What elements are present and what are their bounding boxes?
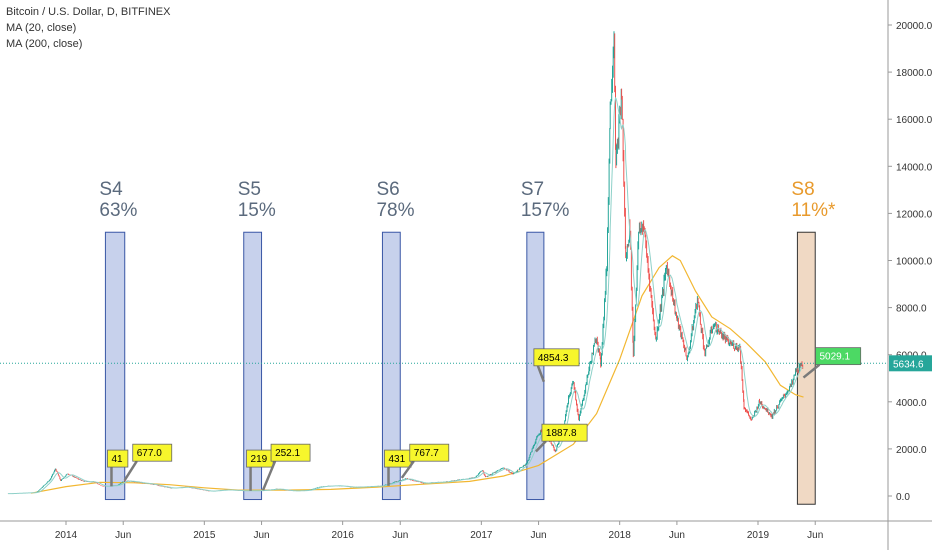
callout-s6-2: 767.7 bbox=[400, 443, 450, 479]
season-pct-s5: 15% bbox=[238, 200, 276, 221]
ma200-line bbox=[30, 255, 804, 494]
season-label-s6: S6 bbox=[376, 179, 399, 200]
y-tick-label: 4000.0 bbox=[896, 398, 927, 409]
season-box-s8 bbox=[796, 231, 816, 505]
y-tick-label: 2000.0 bbox=[896, 445, 927, 456]
callout-label: 252.1 bbox=[275, 448, 300, 459]
price-series bbox=[7, 31, 804, 494]
callout-label: 677.0 bbox=[137, 448, 162, 459]
ma20-line bbox=[8, 96, 803, 495]
callout-pointer bbox=[400, 460, 415, 479]
current-price-label: 5634.6 bbox=[893, 359, 924, 370]
callout-box bbox=[270, 443, 311, 462]
x-tick-label: Jun bbox=[253, 530, 269, 541]
x-tick-label: 2017 bbox=[470, 530, 493, 541]
y-tick-label: 12000.0 bbox=[896, 209, 932, 220]
x-tick-label: 2015 bbox=[193, 530, 216, 541]
y-tick-label: 14000.0 bbox=[896, 162, 932, 173]
x-tick-label: Jun bbox=[531, 530, 547, 541]
chart-legend: Bitcoin / U.S. Dollar, D, BITFINEX MA (2… bbox=[6, 4, 170, 52]
callout-label: 41 bbox=[111, 454, 123, 465]
callout-s7-2: 4854.3 bbox=[533, 348, 580, 383]
season-label-s7: S7 bbox=[521, 179, 544, 200]
callout-box bbox=[541, 423, 588, 442]
season-label-s5: S5 bbox=[238, 179, 261, 200]
callout-box bbox=[132, 443, 173, 462]
callout-s5-2: 252.1 bbox=[261, 443, 311, 491]
x-tick-label: Jun bbox=[115, 530, 131, 541]
callout-pointer bbox=[536, 365, 546, 383]
callout-box bbox=[107, 449, 129, 468]
callout-s6-1: 431 bbox=[384, 449, 412, 486]
chart-title: Bitcoin / U.S. Dollar, D, BITFINEX bbox=[6, 6, 171, 18]
season-box-s5 bbox=[243, 231, 263, 501]
callout-s5-1: 219 bbox=[246, 449, 274, 491]
x-tick-label: 2016 bbox=[332, 530, 355, 541]
callout-pointer bbox=[123, 460, 138, 481]
callout-s7-1: 1887.8 bbox=[535, 423, 588, 453]
season-pct-s6: 78% bbox=[376, 200, 414, 221]
callout-s4-2: 677.0 bbox=[123, 443, 173, 481]
x-tick-label: 2014 bbox=[55, 530, 78, 541]
callout-label: 219 bbox=[251, 454, 268, 465]
callout-label: 5029.1 bbox=[819, 352, 850, 363]
y-tick-label: 8000.0 bbox=[896, 304, 927, 315]
season-box-s6 bbox=[381, 231, 401, 501]
callout-pointer bbox=[535, 440, 547, 453]
x-tick-label: Jun bbox=[669, 530, 685, 541]
y-tick-label: 20000.0 bbox=[896, 21, 932, 32]
callout-box bbox=[409, 443, 450, 462]
season-box-s4 bbox=[104, 231, 126, 501]
callout-label: 431 bbox=[389, 454, 406, 465]
x-tick-label: 2019 bbox=[747, 530, 770, 541]
season-pct-s7: 157% bbox=[521, 200, 570, 221]
season-pct-s4: 63% bbox=[99, 200, 137, 221]
callout-pointer bbox=[802, 363, 821, 379]
callout-s8-1: 5029.1 bbox=[802, 347, 862, 379]
legend-ma200[interactable]: MA (200, close) bbox=[6, 38, 83, 50]
legend-ma20[interactable]: MA (20, close) bbox=[6, 22, 77, 34]
current-price-badge bbox=[889, 355, 932, 372]
x-tick-label: Jun bbox=[807, 530, 823, 541]
season-pct-s8: 11%* bbox=[791, 200, 836, 221]
x-tick-label: 2018 bbox=[609, 530, 632, 541]
x-tick-label: Jun bbox=[392, 530, 408, 541]
callout-pointer bbox=[261, 460, 277, 491]
callout-label: 1887.8 bbox=[546, 428, 577, 439]
y-tick-label: 0.0 bbox=[896, 492, 910, 503]
y-tick-label: 18000.0 bbox=[896, 68, 932, 79]
y-tick-label: 16000.0 bbox=[896, 115, 932, 126]
callout-label: 767.7 bbox=[414, 448, 439, 459]
season-label-s4: S4 bbox=[99, 179, 123, 200]
callout-box bbox=[533, 348, 580, 367]
callout-box bbox=[815, 347, 862, 366]
y-tick-label: 10000.0 bbox=[896, 257, 932, 268]
callout-label: 4854.3 bbox=[538, 353, 569, 364]
callout-s4-1: 41 bbox=[107, 449, 129, 487]
season-label-s8: S8 bbox=[791, 179, 814, 200]
